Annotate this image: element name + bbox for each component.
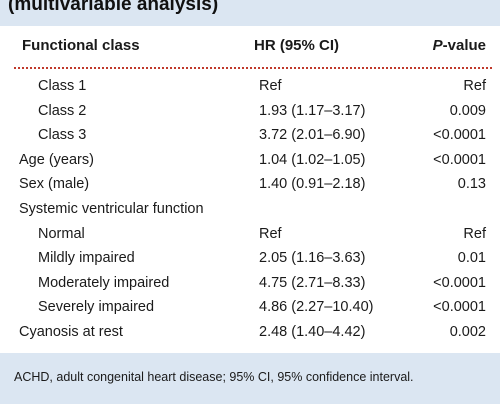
table-row: Mildly impaired 2.05 (1.16–3.63) 0.01 [0,246,500,271]
row-label: Mildly impaired [38,250,135,267]
row-label: Normal [38,225,85,242]
row-hr: 1.04 (1.02–1.05) [259,151,366,168]
row-hr: 1.93 (1.17–3.17) [259,102,366,119]
header-hr: HR (95% CI) [254,37,340,54]
row-label: Class 1 [38,78,87,94]
row-p-value: 0.009 [449,102,486,119]
table-row: Class 1 Ref Ref [0,74,500,99]
row-p-value: 0.13 [457,176,486,193]
row-p-value: 0.002 [449,323,486,340]
results-table: Functional class HR (95% CI) P-value Cla… [0,26,500,353]
table-title: (multivariable analysis) [8,0,219,15]
row-p-value: 0.01 [457,250,486,267]
header-functional-class: Functional class [22,37,140,54]
row-hr: 2.48 (1.40–4.42) [259,323,366,340]
table-row: Cyanosis at rest 2.48 (1.40–4.42) 0.002 [0,320,500,345]
row-hr: 1.40 (0.91–2.18) [259,176,366,193]
row-p-value: <0.0001 [433,127,486,144]
row-p-value: <0.0001 [433,299,486,316]
table-row: Class 2 1.93 (1.17–3.17) 0.009 [0,99,500,124]
header-p-italic: P [432,37,443,54]
row-label: Class 3 [38,127,87,144]
table-row: Class 3 3.72 (2.01–6.90) <0.0001 [0,123,500,148]
row-label: Moderately impaired [38,274,170,291]
row-hr: 4.86 (2.27–10.40) [259,299,374,316]
table-row: Normal Ref Ref [0,222,500,247]
row-label: Cyanosis at rest [19,323,123,340]
row-label: Class 2 [38,102,87,119]
table-body: Class 1 Ref Ref Class 2 1.93 (1.17–3.17) 0.00… [0,74,500,345]
row-label: Sex (male) [19,176,90,193]
row-hr: 3.72 (2.01–6.90) [259,127,366,144]
table-header: Functional class HR (95% CI) P-value [0,26,500,62]
header-divider [14,67,492,69]
row-p-value: Ref [463,78,486,94]
row-label: Age (years) [19,151,94,168]
table-row: Sex (male) 1.40 (0.91–2.18) 0.13 [0,172,500,197]
table-row: Systemic ventricular function [0,197,500,222]
row-p-value: Ref [463,225,486,242]
table-footnote: ACHD, adult congenital heart disease; 95… [14,370,414,384]
row-hr: 4.75 (2.71–8.33) [259,274,366,291]
row-hr: 2.05 (1.16–3.63) [259,250,366,267]
table-row: Moderately impaired 4.75 (2.71–8.33) <0.00… [0,271,500,296]
table-row: Severely impaired 4.86 (2.27–10.40) <0.000… [0,295,500,320]
header-p-value: P-value [433,37,486,54]
row-label: Severely impaired [38,299,155,316]
table-row: Age (years) 1.04 (1.02–1.05) <0.0001 [0,148,500,173]
row-hr: Ref [259,225,282,242]
row-p-value: <0.0001 [433,274,486,291]
row-label: Systemic ventricular function [19,200,204,217]
header-p-suffix: -value [442,37,486,54]
row-p-value: <0.0001 [433,151,486,168]
row-hr: Ref [259,78,282,94]
